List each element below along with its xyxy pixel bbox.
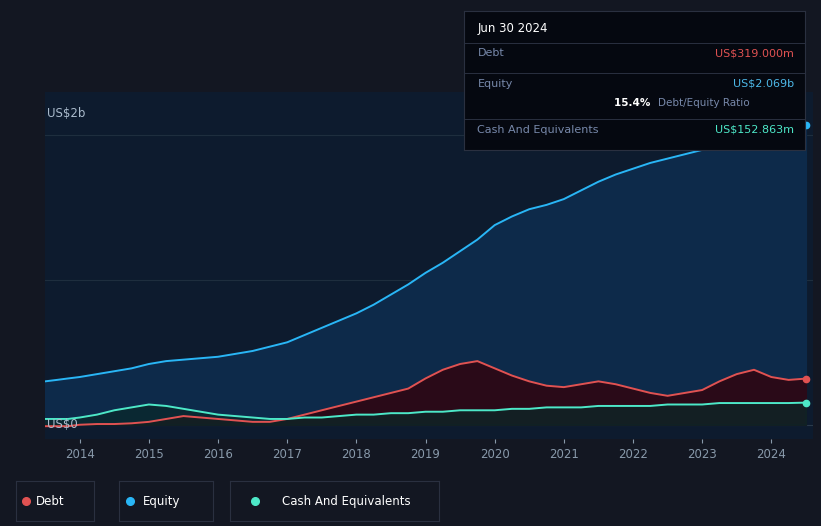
- Text: 15.4%: 15.4%: [614, 98, 654, 108]
- Text: Equity: Equity: [478, 79, 513, 89]
- Text: US$319.000m: US$319.000m: [715, 48, 795, 58]
- Text: US$2b: US$2b: [47, 107, 85, 120]
- Text: Debt: Debt: [36, 494, 65, 508]
- Text: Jun 30 2024: Jun 30 2024: [478, 22, 548, 35]
- Text: Cash And Equivalents: Cash And Equivalents: [478, 125, 599, 135]
- Text: US$2.069b: US$2.069b: [733, 79, 795, 89]
- Text: Equity: Equity: [143, 494, 180, 508]
- Text: Debt/Equity Ratio: Debt/Equity Ratio: [658, 98, 750, 108]
- Text: Cash And Equivalents: Cash And Equivalents: [282, 494, 410, 508]
- Text: US$152.863m: US$152.863m: [715, 125, 795, 135]
- Text: Debt: Debt: [478, 48, 504, 58]
- Text: US$0: US$0: [47, 418, 77, 431]
